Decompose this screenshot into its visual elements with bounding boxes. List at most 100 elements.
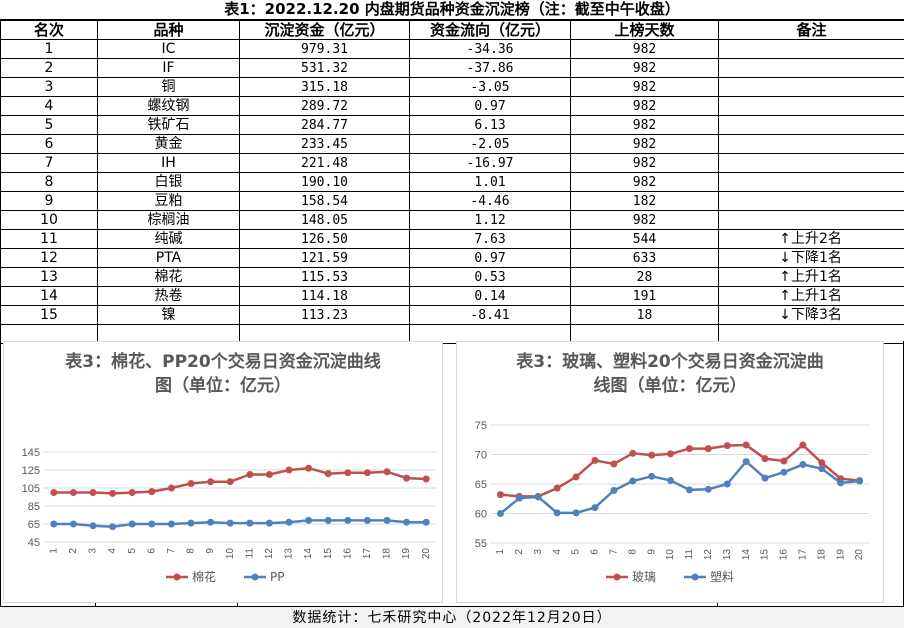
x-tick-label: 20 [854,549,865,561]
rank-cell: 11 [0,229,98,249]
fund-cell: 113.23 [239,305,410,325]
data-point [761,474,769,482]
table-row: 13 棉花 115.53 0.53 28 ↑上升1名 [0,267,904,287]
table-row: 3 铜 315.18 -3.05 982 [0,77,904,97]
legend-marker [251,573,259,581]
data-point [89,522,97,530]
x-tick-label: 18 [816,549,827,561]
x-tick-label: 19 [835,549,846,561]
y-tick-label: 125 [22,465,40,477]
flow-cell: 1.12 [409,210,571,230]
note-text: 上升1名 [791,287,842,304]
data-point [187,519,195,527]
note-cell [718,191,904,211]
data-point [667,476,675,484]
data-point [128,489,136,496]
rank-cell: 4 [0,96,98,116]
x-tick-label: 1 [48,548,59,554]
data-point [553,484,561,492]
data-point [167,520,175,528]
arrow-down-icon: ↓ [779,306,791,323]
x-tick-label: 17 [362,548,373,560]
flow-cell: 7.63 [409,229,571,249]
variety-cell: 热卷 [97,286,240,306]
rank-cell: 2 [0,58,98,78]
days-cell: 182 [570,191,719,211]
header-name: 品种 [97,20,240,40]
note-text: 下降3名 [791,306,842,323]
flow-cell: -3.05 [409,77,571,97]
data-point [496,491,504,499]
x-tick-label: 6 [146,548,157,554]
data-point [363,516,371,524]
days-cell: 982 [570,210,719,230]
data-point [742,458,750,466]
data-point [553,509,561,517]
fund-cell: 148.05 [239,210,410,230]
variety-cell: 白银 [97,172,240,192]
legend-label: PP [270,570,284,584]
data-point [591,456,599,464]
table-row: 9 豆粕 158.54 -4.46 182 [0,191,904,211]
fund-cell: 190.10 [239,172,410,192]
data-point [69,489,77,496]
table-row: 4 螺纹钢 289.72 0.97 982 [0,96,904,116]
data-point [856,477,864,485]
data-point [305,464,313,472]
header-flow: 资金流向（亿元） [409,20,571,40]
note-text: 上升1名 [791,268,842,285]
chart-title-line1: 表3：玻璃、塑料20个交易日资金沉淀曲 [516,352,824,372]
footer: 数据统计：七禾研究中心（2022年12月20日） [0,606,904,628]
chart-title-line2: 线图（单位：亿元） [593,376,747,396]
rank-cell: 14 [0,286,98,306]
days-cell: 982 [570,134,719,154]
data-point [69,520,77,528]
data-point [422,518,430,526]
x-tick-label: 20 [421,548,432,560]
data-point [818,465,826,473]
rank-cell: 15 [0,305,98,325]
y-tick-label: 70 [475,450,487,462]
arrow-up-icon: ↑ [779,268,791,285]
data-point [207,518,215,526]
data-point [591,504,599,512]
data-point [799,441,807,449]
fund-cell: 114.18 [239,286,410,306]
data-point [305,516,313,524]
days-cell: 982 [570,77,719,97]
y-tick-label: 145 [22,447,40,459]
data-point [780,457,788,465]
legend-marker [691,573,699,581]
table-row: 1 IC 979.31 -34.36 982 [0,39,904,59]
data-point [780,468,788,476]
x-tick-label: 12 [264,548,275,560]
fund-cell: 158.54 [239,191,410,211]
variety-cell: 豆粕 [97,191,240,211]
fund-cell: 284.77 [239,115,410,135]
data-point [761,455,769,463]
header-note: 备注 [718,20,904,40]
x-tick-label: 13 [284,548,295,560]
fund-cell: 221.48 [239,153,410,173]
flow-cell: 1.01 [409,172,571,192]
data-point [246,519,254,527]
days-cell: 982 [570,153,719,173]
data-point [496,510,504,517]
fund-cell: 126.50 [239,229,410,249]
data-point [685,486,693,494]
legend-marker [613,573,621,581]
y-tick-label: 65 [28,519,40,531]
note-cell [718,153,904,173]
x-tick-label: 8 [186,548,197,554]
note-cell: ↓下降3名 [718,305,904,325]
x-tick-label: 8 [627,549,638,555]
rank-cell: 3 [0,77,98,97]
footer-source: 数据统计：七禾研究中心（2022年12月20日） [292,610,612,626]
x-tick-label: 13 [722,549,733,561]
x-tick-label: 11 [684,549,695,560]
note-text: 上升2名 [791,230,842,247]
y-tick-label: 45 [28,537,40,549]
rank-cell: 7 [0,153,98,173]
